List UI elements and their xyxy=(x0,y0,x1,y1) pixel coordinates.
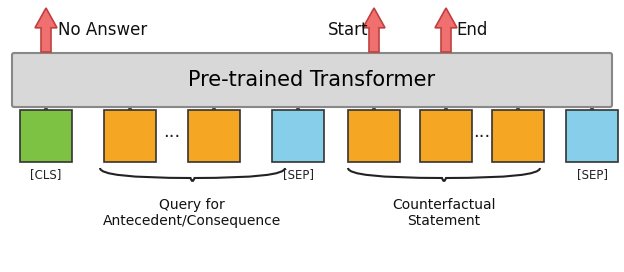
Text: No Answer: No Answer xyxy=(58,21,147,39)
Text: Counterfactual
Statement: Counterfactual Statement xyxy=(392,198,495,228)
Text: [SEP]: [SEP] xyxy=(283,168,313,181)
Text: [CLS]: [CLS] xyxy=(31,168,62,181)
Polygon shape xyxy=(435,8,457,52)
Text: ···: ··· xyxy=(474,128,490,146)
Text: [SEP]: [SEP] xyxy=(577,168,608,181)
Polygon shape xyxy=(363,8,385,52)
FancyBboxPatch shape xyxy=(420,110,472,162)
FancyBboxPatch shape xyxy=(188,110,240,162)
FancyBboxPatch shape xyxy=(104,110,156,162)
Text: Start: Start xyxy=(328,21,368,39)
Text: ···: ··· xyxy=(163,128,180,146)
FancyBboxPatch shape xyxy=(20,110,72,162)
Text: Pre-trained Transformer: Pre-trained Transformer xyxy=(188,70,436,90)
FancyBboxPatch shape xyxy=(272,110,324,162)
FancyBboxPatch shape xyxy=(12,53,612,107)
Text: End: End xyxy=(456,21,487,39)
Polygon shape xyxy=(35,8,57,52)
Text: Query for
Antecedent/Consequence: Query for Antecedent/Consequence xyxy=(103,198,281,228)
FancyBboxPatch shape xyxy=(348,110,400,162)
FancyBboxPatch shape xyxy=(566,110,618,162)
FancyBboxPatch shape xyxy=(492,110,544,162)
